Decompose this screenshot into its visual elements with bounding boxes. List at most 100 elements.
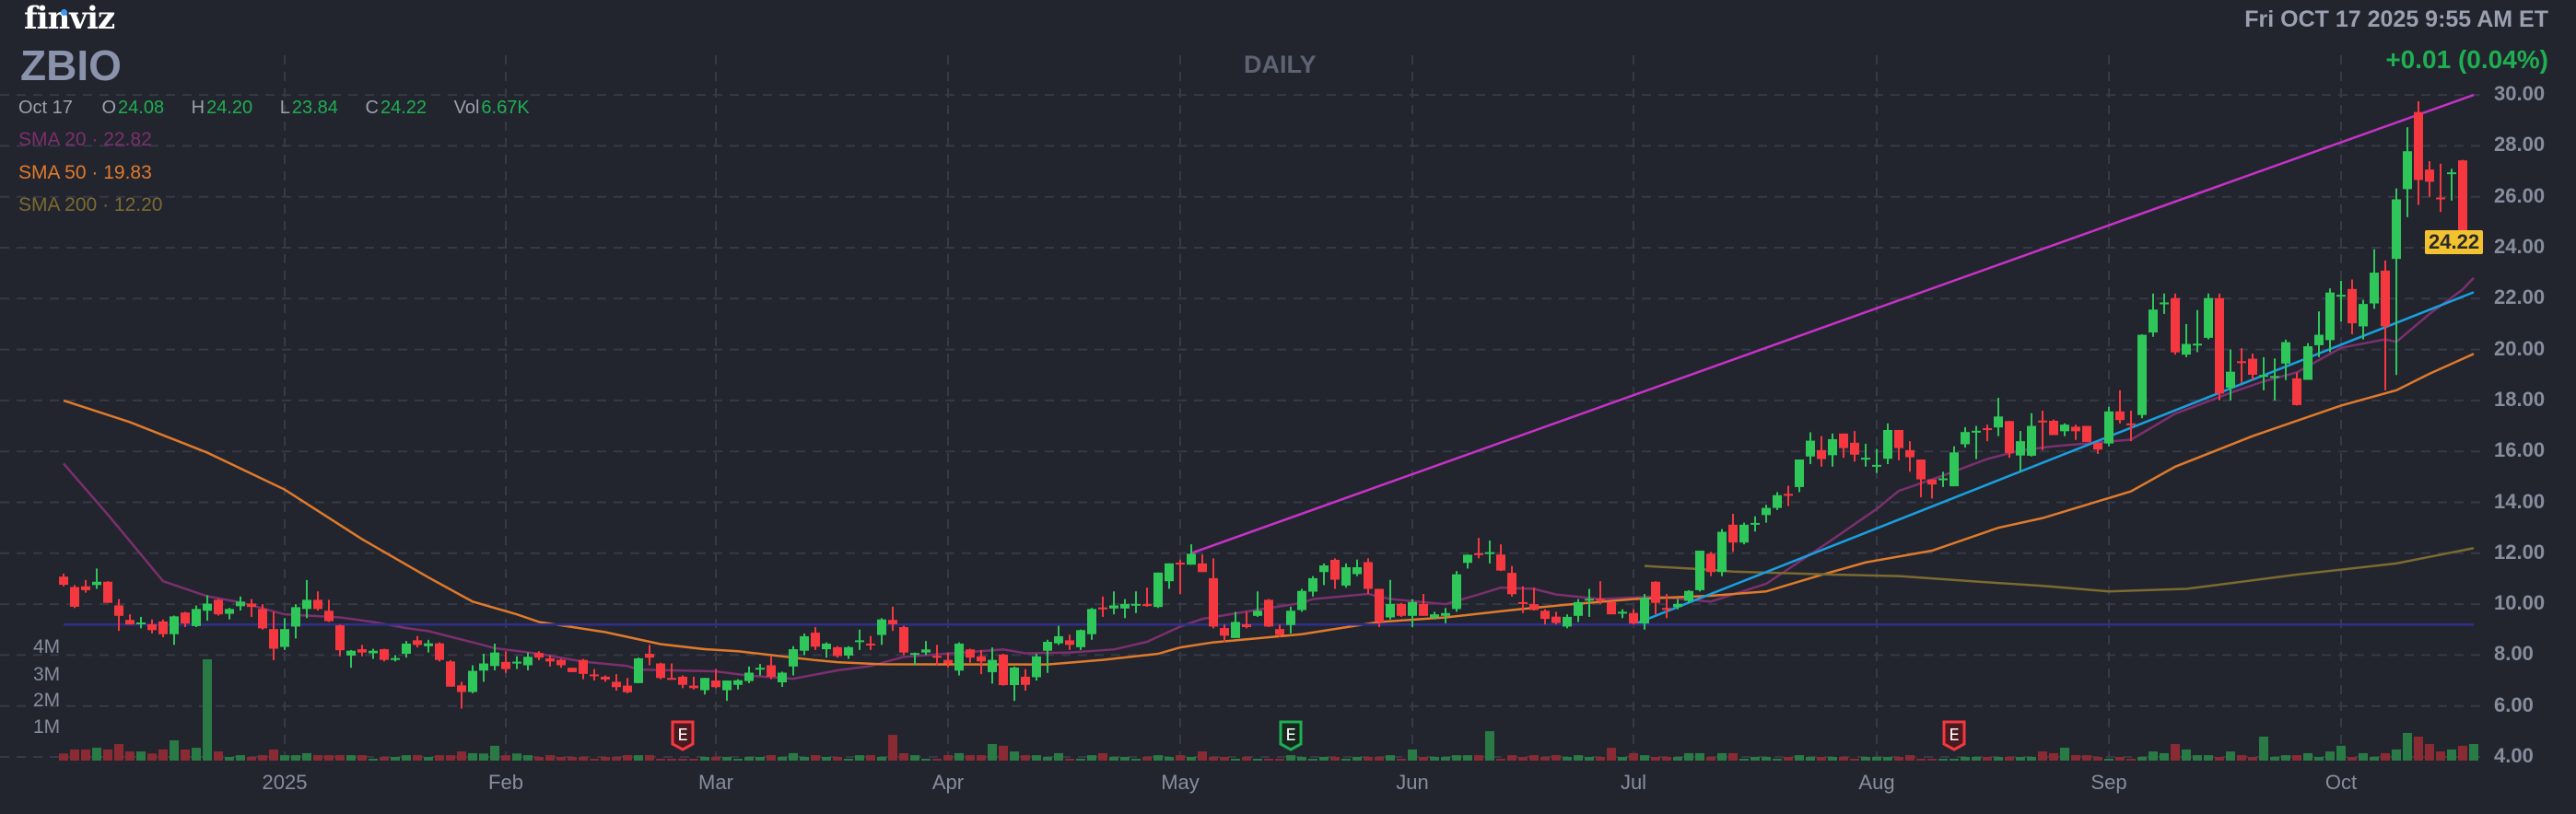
candle-body bbox=[1684, 590, 1693, 601]
logo-dot bbox=[61, 9, 67, 16]
sma50-legend[interactable]: SMA 50 · 19.83 bbox=[18, 162, 152, 183]
volume-bar bbox=[932, 759, 942, 761]
last-price-label: 24.22 bbox=[2425, 230, 2484, 255]
candle-body bbox=[800, 635, 809, 651]
candle-body bbox=[402, 643, 411, 655]
candle-body bbox=[656, 663, 665, 679]
candle-body bbox=[1651, 581, 1660, 603]
candle-body bbox=[192, 609, 201, 626]
volume-bar bbox=[214, 751, 223, 761]
volume-axis-label: 2M bbox=[33, 690, 61, 711]
volume-bar bbox=[2403, 732, 2412, 761]
volume-bar bbox=[1330, 756, 1340, 761]
volume-bar bbox=[479, 753, 488, 761]
volume-bar bbox=[2458, 745, 2467, 761]
low-value: 23.84 bbox=[291, 98, 338, 118]
volume-bar bbox=[1397, 759, 1406, 761]
volume-bar bbox=[1662, 756, 1671, 761]
volume-bar bbox=[2204, 755, 2213, 761]
volume-bar bbox=[1927, 759, 1937, 761]
candle-body bbox=[1463, 554, 1472, 564]
candle-body bbox=[1220, 628, 1229, 636]
candle-body bbox=[556, 659, 566, 666]
volume-bar bbox=[1220, 756, 1229, 761]
candle-body bbox=[1817, 449, 1826, 459]
candle-body bbox=[291, 607, 300, 627]
volume-bar bbox=[2259, 736, 2268, 761]
candle-body bbox=[1308, 577, 1317, 592]
candle-body bbox=[623, 685, 632, 692]
volume-bar bbox=[1629, 752, 1638, 761]
candle-body bbox=[1319, 565, 1329, 573]
volume-bar bbox=[1308, 759, 1317, 761]
volume-bar bbox=[147, 753, 157, 761]
volume-bar bbox=[468, 752, 477, 761]
candle-body bbox=[2414, 111, 2423, 180]
sma200-legend[interactable]: SMA 200 · 12.20 bbox=[18, 194, 163, 215]
volume-bar bbox=[2005, 756, 2014, 761]
volume-bar bbox=[2071, 755, 2080, 761]
volume-bar bbox=[1563, 756, 1572, 761]
volume-bar bbox=[899, 752, 908, 761]
candle-body bbox=[1032, 656, 1041, 678]
candle-body bbox=[1264, 599, 1273, 627]
y-axis-tick-label: 4.00 bbox=[2494, 744, 2534, 767]
candle-body bbox=[1618, 611, 1627, 614]
volume-bar bbox=[2093, 756, 2102, 761]
candle-body bbox=[1585, 599, 1594, 601]
volume-bar bbox=[1341, 759, 1351, 761]
candle-body bbox=[568, 668, 577, 672]
volume-bar bbox=[1938, 759, 1948, 761]
candle-body bbox=[1142, 604, 1152, 607]
candle-body bbox=[92, 581, 101, 586]
candle-body bbox=[2281, 342, 2290, 364]
candle-body bbox=[2259, 375, 2268, 378]
finviz-logo[interactable]: finviz bbox=[24, 0, 115, 37]
candle-body bbox=[910, 653, 919, 656]
volume-bar bbox=[1198, 751, 1207, 761]
volume-bar bbox=[2193, 755, 2202, 761]
volume-bar bbox=[1872, 756, 1881, 761]
candle-body bbox=[2104, 411, 2113, 444]
candle-body bbox=[1330, 559, 1340, 580]
volume-bar bbox=[523, 755, 533, 761]
candle-body bbox=[147, 623, 157, 631]
trendline bbox=[1633, 291, 2475, 626]
candle-body bbox=[1640, 598, 1649, 624]
candle-body bbox=[844, 646, 853, 656]
sma20-legend[interactable]: SMA 20 · 22.82 bbox=[18, 129, 152, 150]
volume-bar bbox=[2292, 755, 2301, 761]
volume-bar bbox=[866, 755, 875, 761]
volume-bar bbox=[590, 759, 599, 761]
volume-bar bbox=[1905, 755, 1914, 761]
candle-body bbox=[225, 609, 234, 614]
volume-bar bbox=[1485, 731, 1494, 761]
candle-body bbox=[1739, 524, 1749, 543]
candle-body bbox=[2226, 371, 2235, 389]
candle-body bbox=[1905, 449, 1914, 458]
volume-bar bbox=[269, 749, 278, 761]
candle-body bbox=[932, 656, 942, 658]
volume-bar bbox=[2226, 751, 2235, 761]
candle-body bbox=[579, 659, 588, 674]
y-axis-tick-label: 10.00 bbox=[2494, 591, 2546, 615]
candle-body bbox=[1054, 635, 1063, 644]
candle-body bbox=[1518, 601, 1528, 604]
candle-body bbox=[2071, 426, 2080, 432]
volume-bar bbox=[369, 759, 378, 761]
y-axis-tick-label: 28.00 bbox=[2494, 133, 2546, 157]
candle-body bbox=[1408, 601, 1417, 616]
candle-body bbox=[2325, 292, 2335, 341]
y-axis-tick-label: 14.00 bbox=[2494, 489, 2546, 513]
volume-bar bbox=[181, 749, 190, 761]
candle-body bbox=[302, 599, 311, 610]
volume-bar bbox=[413, 755, 422, 761]
earnings-marker-label: E bbox=[677, 726, 687, 745]
candle-body bbox=[2016, 441, 2025, 456]
candle-body bbox=[2314, 334, 2324, 345]
candle-body bbox=[2237, 361, 2246, 364]
candle-body bbox=[1972, 430, 1981, 433]
volume-bar bbox=[1739, 759, 1749, 761]
volume-bar bbox=[1165, 756, 1174, 761]
